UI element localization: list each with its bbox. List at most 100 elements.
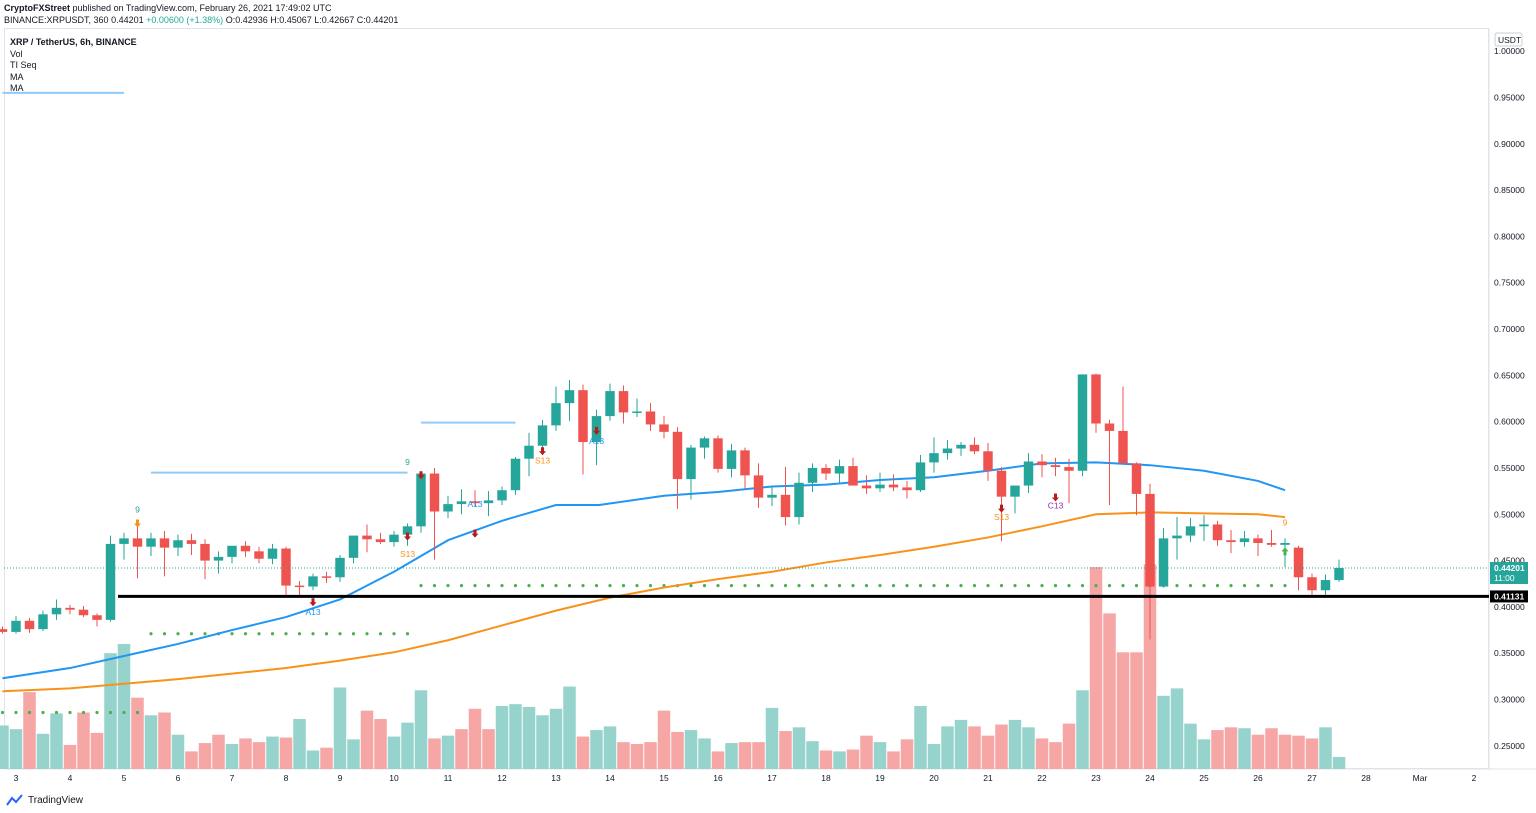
- time-tick-label: 26: [1253, 773, 1263, 783]
- candle-body: [996, 470, 1007, 497]
- support-dot: [486, 584, 491, 588]
- volume-bar: [225, 743, 239, 769]
- candle-body: [254, 551, 264, 559]
- candle-body: [578, 390, 588, 443]
- time-tick-label: 18: [821, 773, 831, 783]
- volume-bar: [954, 719, 968, 769]
- candle-body: [294, 585, 305, 588]
- publish-info: CryptoFXStreet published on TradingView.…: [4, 3, 332, 13]
- volume-bar: [833, 751, 846, 769]
- support-dots: [149, 632, 410, 636]
- candle-body: [402, 526, 413, 535]
- support-dot: [189, 632, 194, 636]
- volume-bar: [63, 744, 77, 769]
- volume-bar: [671, 731, 684, 769]
- support-dot: [797, 584, 801, 588]
- volume-bar: [171, 734, 185, 769]
- volume-bar: [711, 751, 725, 769]
- candle-body: [1104, 423, 1115, 431]
- symbol-quote-line: BINANCE:XRPUSDT, 360 0.44201 +0.00600 (+…: [4, 15, 398, 25]
- volume-bar: [981, 735, 995, 769]
- candle-body: [537, 425, 548, 446]
- time-tick-label: 28: [1361, 773, 1371, 783]
- candle-body: [389, 534, 399, 543]
- price-tick-label: 0.90000: [1494, 139, 1525, 149]
- volume-bar: [1319, 727, 1332, 769]
- publisher-name[interactable]: CryptoFXStreet: [4, 3, 71, 13]
- candle-body: [794, 482, 804, 518]
- time-tick-label: 24: [1145, 773, 1155, 783]
- support-dot: [284, 632, 288, 636]
- candle-body: [119, 538, 129, 544]
- support-dot: [81, 710, 86, 715]
- candle-body: [1023, 461, 1034, 486]
- price-tick-label: 1.00000: [1494, 46, 1525, 56]
- sell-arrow-icon: [471, 529, 479, 538]
- volume-bar: [860, 735, 873, 769]
- support-dot: [567, 584, 572, 588]
- volume-bar: [428, 738, 441, 769]
- time-tick-label: 3: [14, 773, 19, 783]
- volume-bar: [36, 733, 50, 769]
- legend-item-vol[interactable]: Vol: [10, 48, 23, 59]
- support-dot: [68, 710, 72, 715]
- candle-body: [1320, 580, 1331, 591]
- support-dot: [635, 584, 639, 588]
- sell-arrow-icon: [998, 504, 1005, 513]
- candle-body: [524, 445, 534, 459]
- volume-bar: [360, 710, 374, 769]
- time-tick-label: 12: [497, 773, 507, 783]
- candle-body: [807, 467, 818, 483]
- volume-bar: [333, 687, 347, 769]
- candle-body: [78, 609, 89, 616]
- price-axis-label-bg: [1490, 590, 1528, 603]
- legend-item-ma-1[interactable]: MA: [10, 71, 24, 82]
- support-dot: [1202, 584, 1206, 588]
- candle-body: [186, 540, 197, 544]
- tradingview-branding[interactable]: TradingView: [6, 794, 83, 806]
- support-dot: [41, 710, 45, 715]
- volume-bar: [455, 729, 468, 769]
- support-dot: [500, 584, 504, 588]
- candle-body: [753, 475, 764, 498]
- support-dot: [729, 584, 734, 588]
- price-axis-label-bg: [1490, 561, 1528, 584]
- volume-bar: [698, 738, 711, 769]
- support-dot: [1215, 584, 1220, 588]
- volume-bar: [900, 739, 914, 769]
- volume-bar: [1157, 695, 1170, 769]
- support-dot: [1256, 584, 1260, 588]
- support-dot: [527, 584, 531, 588]
- volume-bar: [1170, 688, 1184, 769]
- volume-bar: [158, 712, 171, 769]
- support-dot: [864, 584, 869, 588]
- candle-body: [605, 391, 615, 417]
- price-tick-label: 0.40000: [1494, 602, 1525, 612]
- support-dot: [945, 584, 950, 588]
- buy-arrow-icon: [1281, 547, 1289, 556]
- candle-body: [821, 467, 831, 474]
- time-tick-label: 10: [389, 773, 399, 783]
- candle-body: [146, 538, 156, 547]
- volume-bar: [1197, 739, 1211, 769]
- legend-title[interactable]: XRP / TetherUS, 6h, BINANCE: [10, 37, 137, 47]
- legend-item-ma-2[interactable]: MA: [10, 83, 24, 93]
- time-tick-label: 25: [1199, 773, 1209, 783]
- support-dot: [783, 584, 788, 588]
- candle-body: [1091, 374, 1101, 424]
- volume-bar: [293, 718, 306, 769]
- legend-item-ti-seq[interactable]: TI Seq: [10, 60, 37, 70]
- support-dot: [351, 632, 356, 636]
- volume-bar: [1224, 727, 1238, 769]
- volume-bar: [549, 708, 563, 769]
- support-dot: [689, 584, 693, 588]
- support-dot: [0, 710, 5, 715]
- sell-arrow-icon: [1052, 493, 1059, 502]
- volume-bar: [1251, 734, 1265, 769]
- support-dot: [257, 632, 261, 636]
- candle-body: [956, 444, 966, 449]
- candle-body: [551, 403, 561, 426]
- support-dot: [1026, 584, 1031, 588]
- candle-body: [942, 448, 953, 454]
